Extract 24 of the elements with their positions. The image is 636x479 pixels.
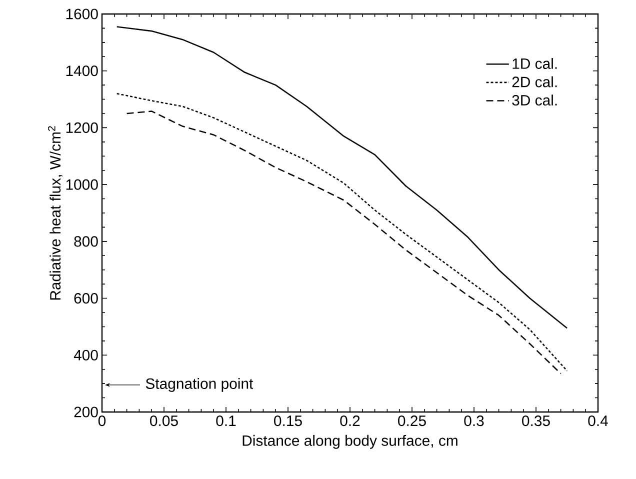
x-tick-label: 0.3 — [464, 416, 484, 426]
line-series — [116, 26, 568, 329]
y-tick-label: 1000 — [66, 179, 98, 190]
x-tick-label: 0.4 — [588, 416, 608, 426]
y-tick-label: 1400 — [66, 66, 98, 76]
y-tick-label: 400 — [74, 350, 98, 360]
legend-label: 2D cal. — [512, 76, 557, 88]
annotation: Stagnation point — [146, 378, 254, 392]
y-tick-label: 1200 — [66, 122, 98, 133]
legend-label: 1D cal. — [512, 58, 557, 69]
x-tick-label: 0 — [98, 416, 106, 426]
x-axis-title: Distance along body surface, cm — [242, 434, 458, 449]
legend-label: 3D cal. — [512, 94, 557, 106]
x-tick-label: 0.25 — [398, 416, 426, 426]
y-tick-label: 1600 — [66, 8, 98, 20]
x-tick-label: 0.05 — [150, 416, 178, 426]
x-tick-label: 0.15 — [274, 416, 302, 426]
y-tick-label: 800 — [74, 236, 98, 247]
x-tick-label: 0.2 — [340, 416, 360, 426]
x-tick-label: 0.1 — [216, 416, 236, 426]
y-tick-label: 200 — [74, 406, 98, 418]
y-tick-label: 600 — [74, 292, 98, 304]
x-tick-label: 0.35 — [522, 416, 550, 426]
y-axis-title: Radiative heat flux, W/cm$^{2}$ — [48, 126, 62, 300]
